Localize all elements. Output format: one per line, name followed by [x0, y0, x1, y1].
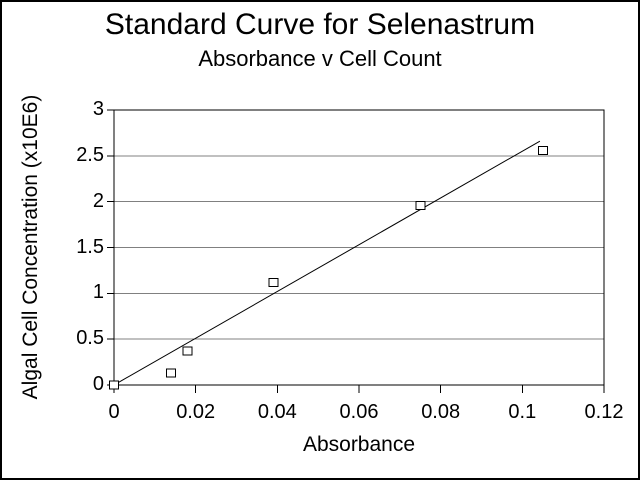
data-point-marker — [166, 368, 177, 378]
y-tick-label: 1.5 — [76, 235, 104, 258]
data-point-marker — [109, 380, 119, 390]
y-tick-label: 1 — [92, 281, 104, 304]
y-tick-label: 3 — [92, 98, 104, 120]
data-point-marker — [537, 145, 548, 155]
y-tick-label: 0 — [92, 373, 104, 395]
x-tick-label: 0.08 — [421, 401, 461, 423]
y-tick-label: 2 — [92, 189, 104, 212]
x-tick-label: 0.06 — [339, 401, 379, 423]
trendline — [113, 140, 541, 386]
x-axis-title: Absorbance — [302, 433, 416, 456]
x-tick-label: 0.12 — [584, 401, 624, 423]
x-tick-label: 0.02 — [176, 401, 216, 423]
x-tick-label: 0.1 — [508, 401, 537, 423]
data-point-marker — [182, 346, 193, 356]
data-point-marker — [268, 277, 279, 287]
chart-title: Standard Curve for Selenastrum — [104, 8, 536, 41]
y-tick-label: 2.5 — [76, 143, 104, 166]
y-tick-label: 0.5 — [76, 327, 104, 350]
x-tick-label: 0 — [108, 401, 120, 423]
x-tick-label: 0.04 — [257, 401, 297, 423]
chart-subtitle: Absorbance v Cell Count — [198, 46, 442, 71]
data-point-marker — [415, 200, 426, 210]
